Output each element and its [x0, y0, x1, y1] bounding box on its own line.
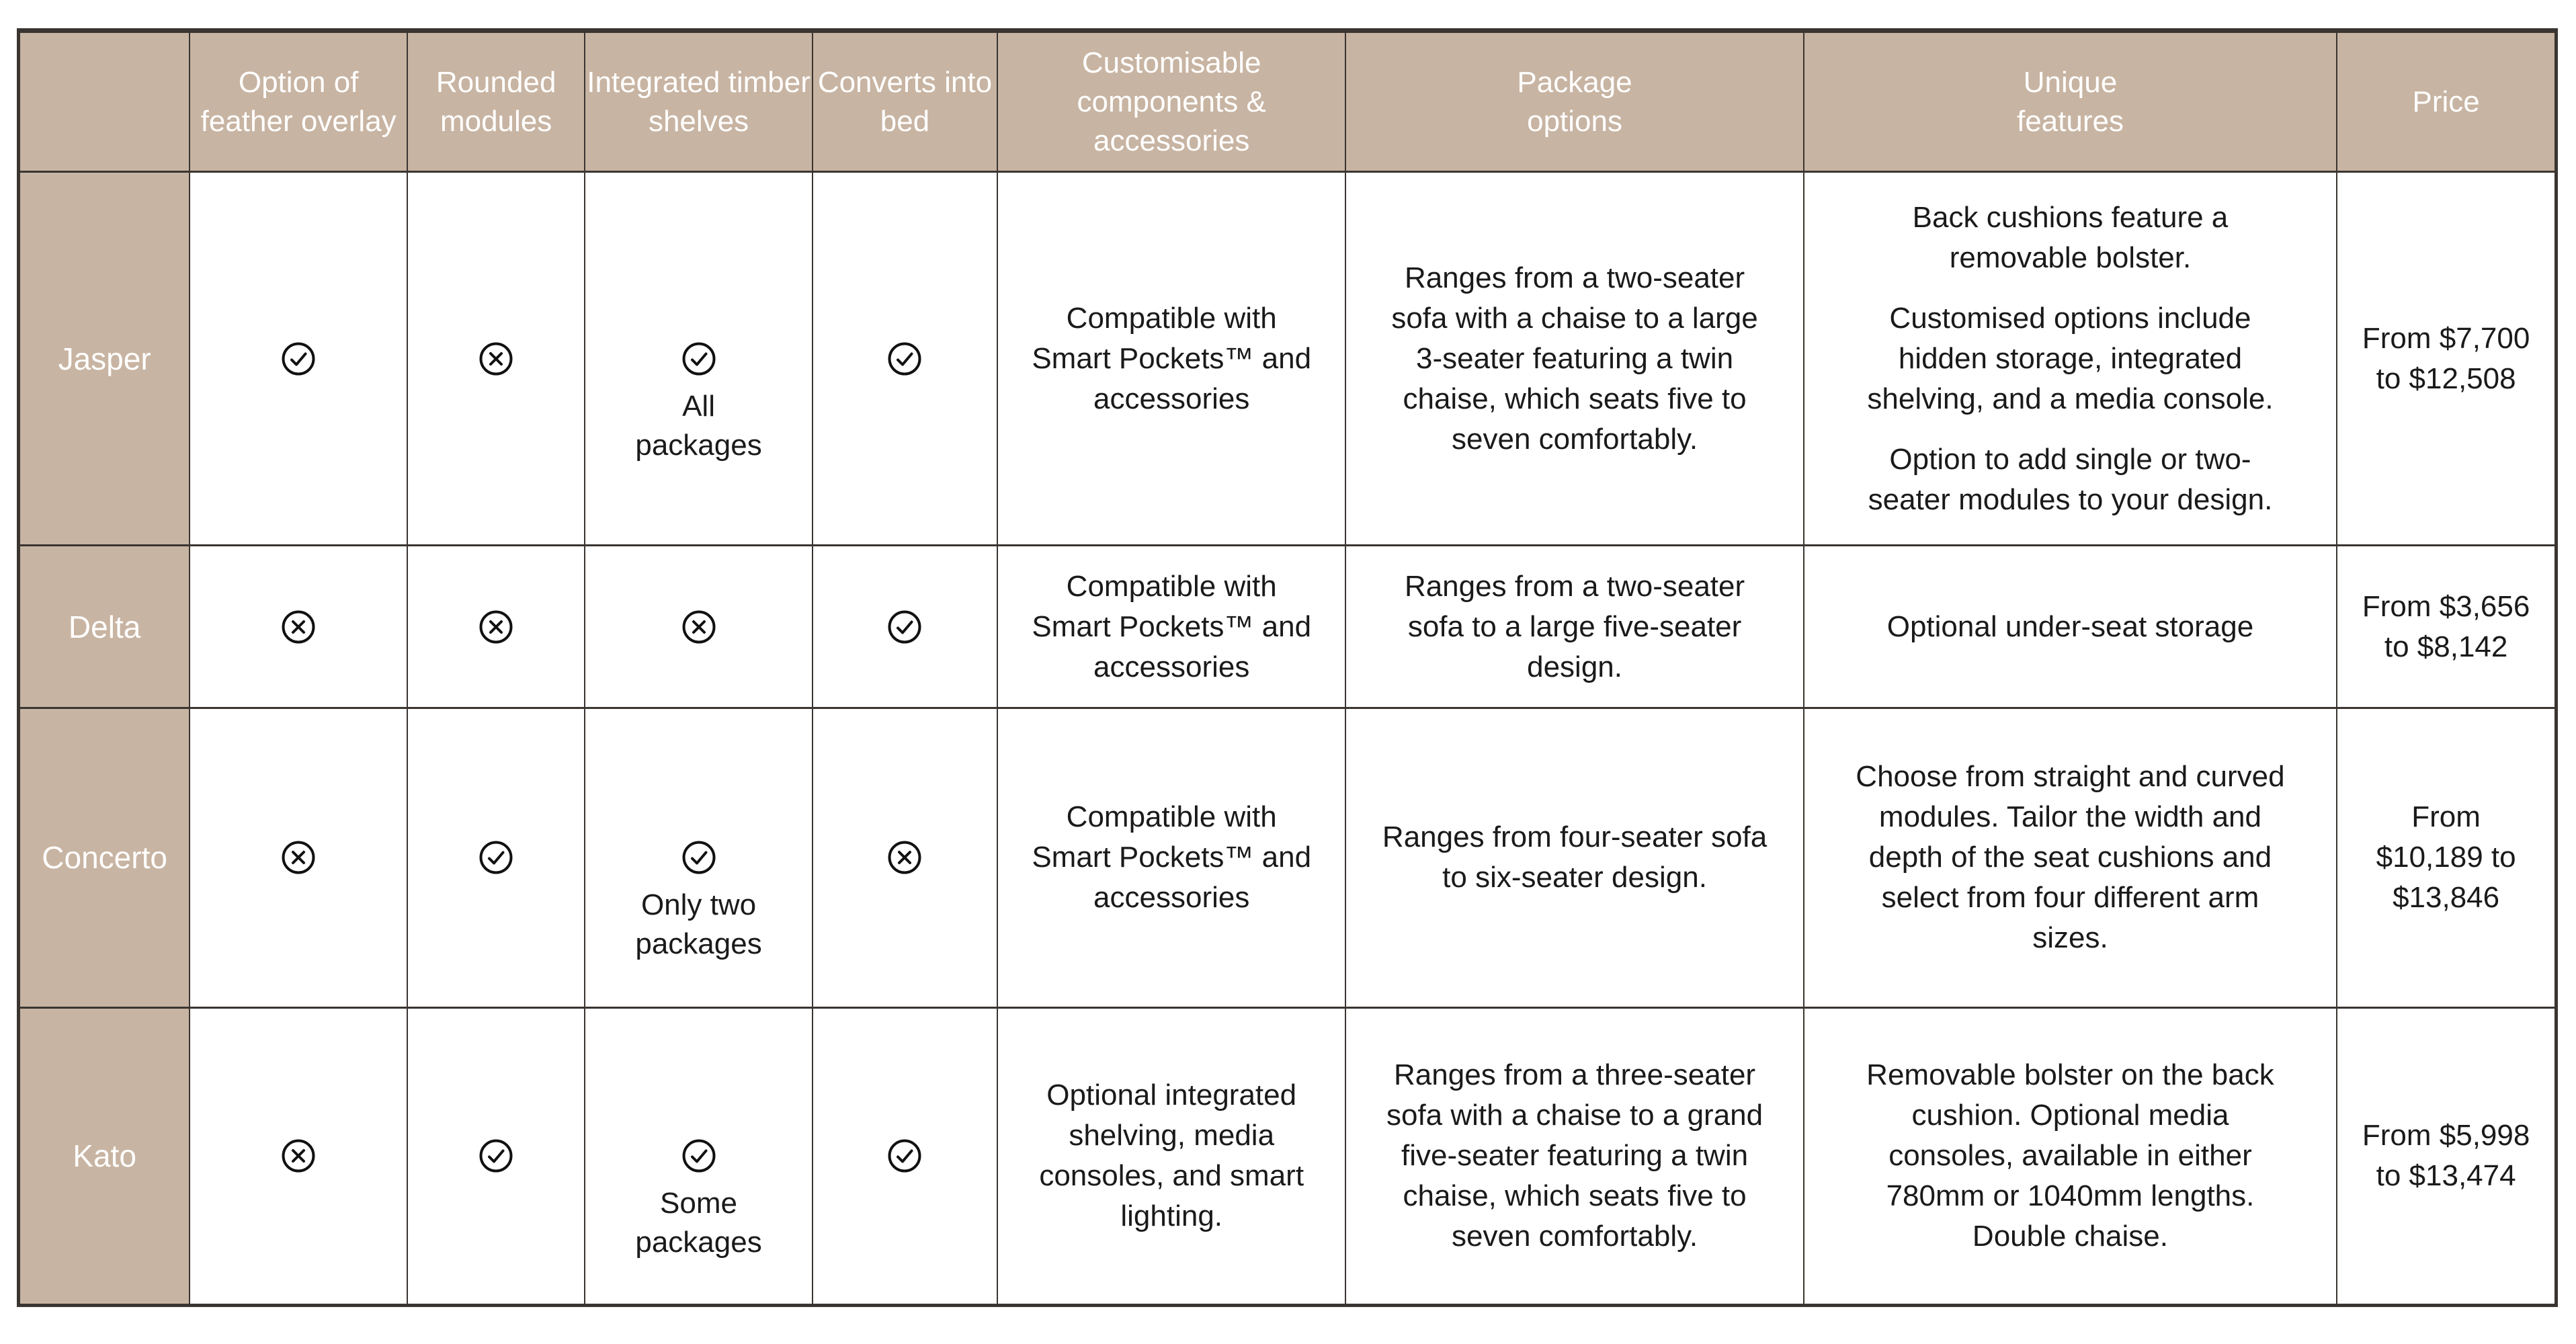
- cross-circle-icon: [681, 610, 716, 644]
- cell-jasper-package-options: Ranges from a two-seater sofa with a cha…: [1346, 173, 1803, 545]
- check-circle-icon: [887, 341, 922, 376]
- price-text: From $5,998 to $13,474: [2362, 1119, 2530, 1193]
- timber-caption: Only two packages: [635, 888, 762, 961]
- unique-paragraph: Customised options include hidden storag…: [1867, 301, 2274, 415]
- unique-paragraph: Removable bolster on the back cushion. O…: [1866, 1058, 2274, 1253]
- check-circle-icon: [887, 1138, 922, 1173]
- cell-kato-timber-shelves: Some packages: [585, 1008, 812, 1304]
- cell-text: Compatible with Smart Pockets™ and acces…: [1032, 800, 1312, 915]
- cell-concerto-unique-features: Choose from straight and curved modules.…: [1804, 709, 2337, 1007]
- model-name: Kato: [73, 1138, 136, 1174]
- cell-concerto-customisable: Compatible with Smart Pockets™ and acces…: [997, 709, 1345, 1007]
- check-circle-icon: [681, 1138, 716, 1173]
- header-cell-package-options: Package options: [1346, 33, 1803, 171]
- cross-circle-icon: [281, 610, 316, 644]
- cell-concerto-rounded-modules: [408, 709, 585, 1007]
- cell-kato-rounded-modules: [408, 1008, 585, 1304]
- cell-delta-package-options: Ranges from a two-seater sofa to a large…: [1346, 546, 1803, 708]
- header-cell-blank: [20, 33, 190, 171]
- check-circle-icon: [479, 1138, 513, 1173]
- cell-jasper-converts-into-bed: [813, 173, 997, 545]
- cell-text: Compatible with Smart Pockets™ and acces…: [1032, 301, 1312, 415]
- timber-caption: Some packages: [635, 1187, 762, 1259]
- cell-jasper-unique-features: Back cushions feature a removable bolste…: [1804, 173, 2337, 545]
- header-label-unique-features: Unique features: [2016, 65, 2124, 138]
- sofa-comparison-table: Option of feather overlay Rounded module…: [17, 28, 2558, 1307]
- cell-jasper-rounded-modules: [408, 173, 585, 545]
- cell-text: Ranges from four-seater sofa to six-seat…: [1382, 821, 1768, 894]
- cell-delta-unique-features: Optional under-seat storage: [1804, 546, 2337, 708]
- row-header-jasper: Jasper: [20, 173, 190, 545]
- header-cell-customisable: Customisable components & accessories: [997, 33, 1345, 171]
- header-label-customisable: Customisable components & accessories: [1077, 46, 1266, 157]
- row-header-kato: Kato: [20, 1008, 190, 1304]
- cell-jasper-feather-overlay: [190, 173, 407, 545]
- row-header-concerto: Concerto: [20, 709, 190, 1007]
- row-header-delta: Delta: [20, 546, 190, 708]
- price-text: From $3,656 to $8,142: [2362, 589, 2530, 663]
- check-circle-icon: [281, 341, 316, 376]
- model-name: Delta: [68, 609, 141, 644]
- header-cell-rounded-modules: Rounded modules: [408, 33, 585, 171]
- cross-circle-icon: [479, 610, 513, 644]
- cell-kato-unique-features: Removable bolster on the back cushion. O…: [1804, 1008, 2337, 1304]
- unique-paragraph: Optional under-seat storage: [1886, 610, 2254, 643]
- cell-delta-price: From $3,656 to $8,142: [2337, 546, 2554, 708]
- check-circle-icon: [479, 840, 513, 875]
- cell-concerto-package-options: Ranges from four-seater sofa to six-seat…: [1346, 709, 1803, 1007]
- cell-kato-package-options: Ranges from a three-seater sofa with a c…: [1346, 1008, 1803, 1304]
- header-label-price: Price: [2412, 85, 2480, 118]
- cell-text: Ranges from a two-seater sofa with a cha…: [1391, 261, 1758, 456]
- cell-delta-converts-into-bed: [813, 546, 997, 708]
- cell-kato-price: From $5,998 to $13,474: [2337, 1008, 2554, 1304]
- cell-kato-converts-into-bed: [813, 1008, 997, 1304]
- header-cell-timber-shelves: Integrated timber shelves: [585, 33, 812, 171]
- cell-delta-feather-overlay: [190, 546, 407, 708]
- cell-text: Ranges from a three-seater sofa with a c…: [1386, 1058, 1763, 1253]
- header-label-rounded-modules: Rounded modules: [435, 65, 556, 138]
- header-label-converts-into-bed: Converts into bed: [817, 65, 993, 138]
- check-circle-icon: [681, 840, 716, 875]
- header-label-timber-shelves: Integrated timber shelves: [587, 65, 811, 138]
- unique-paragraph: Option to add single or two-seater modul…: [1868, 442, 2273, 516]
- check-circle-icon: [887, 610, 922, 644]
- header-cell-price: Price: [2337, 33, 2554, 171]
- header-cell-converts-into-bed: Converts into bed: [813, 33, 997, 171]
- cell-jasper-customisable: Compatible with Smart Pockets™ and acces…: [997, 173, 1345, 545]
- cell-text: Compatible with Smart Pockets™ and acces…: [1032, 569, 1312, 683]
- header-cell-unique-features: Unique features: [1804, 33, 2337, 171]
- cell-jasper-timber-shelves: All packages: [585, 173, 812, 545]
- header-label-feather-overlay: Option of feather overlay: [200, 65, 397, 138]
- cross-circle-icon: [281, 840, 316, 875]
- unique-paragraph: Choose from straight and curved modules.…: [1856, 760, 2285, 955]
- cell-concerto-feather-overlay: [190, 709, 407, 1007]
- cell-concerto-timber-shelves: Only two packages: [585, 709, 812, 1007]
- model-name: Jasper: [58, 341, 151, 376]
- cross-circle-icon: [281, 1138, 316, 1173]
- cell-delta-rounded-modules: [408, 546, 585, 708]
- price-text: From $10,189 to $13,846: [2376, 800, 2516, 915]
- cell-delta-customisable: Compatible with Smart Pockets™ and acces…: [997, 546, 1345, 708]
- cell-jasper-price: From $7,700 to $12,508: [2337, 173, 2554, 545]
- check-circle-icon: [681, 341, 716, 376]
- cell-delta-timber-shelves: [585, 546, 812, 708]
- cell-concerto-converts-into-bed: [813, 709, 997, 1007]
- cell-concerto-price: From $10,189 to $13,846: [2337, 709, 2554, 1007]
- cell-text: Optional integrated shelving, media cons…: [1039, 1079, 1304, 1233]
- header-cell-feather-overlay: Option of feather overlay: [190, 33, 407, 171]
- model-name: Concerto: [42, 840, 167, 876]
- cell-kato-feather-overlay: [190, 1008, 407, 1304]
- cross-circle-icon: [479, 341, 513, 376]
- cell-kato-customisable: Optional integrated shelving, media cons…: [997, 1008, 1345, 1304]
- price-text: From $7,700 to $12,508: [2362, 321, 2530, 395]
- cell-text: Ranges from a two-seater sofa to a large…: [1404, 569, 1745, 683]
- timber-caption: All packages: [635, 389, 762, 462]
- cross-circle-icon: [887, 840, 922, 875]
- unique-paragraph: Back cushions feature a removable bolste…: [1912, 200, 2229, 274]
- header-label-package-options: Package options: [1517, 65, 1632, 138]
